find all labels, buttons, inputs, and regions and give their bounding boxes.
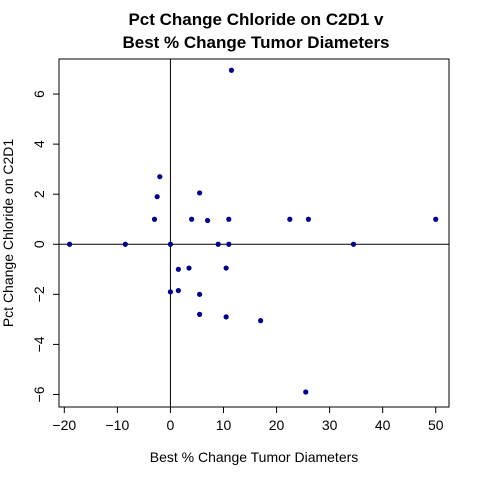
data-point — [287, 216, 293, 222]
data-point — [223, 314, 229, 320]
y-tick-label: 2 — [31, 190, 47, 198]
data-point — [186, 265, 192, 271]
x-tick-label: 10 — [216, 417, 232, 433]
data-point — [154, 194, 160, 200]
data-point — [226, 241, 232, 247]
data-point — [226, 216, 232, 222]
data-point — [151, 216, 158, 222]
data-point — [204, 217, 211, 224]
y-tick-label: −4 — [31, 336, 47, 352]
data-point — [122, 241, 128, 247]
data-point — [258, 318, 264, 324]
data-point — [197, 291, 203, 297]
data-point — [157, 174, 163, 180]
y-tick-label: 4 — [31, 140, 47, 148]
data-point — [223, 265, 229, 271]
x-tick-label: 30 — [322, 417, 338, 433]
reference-lines — [59, 59, 449, 407]
x-axis-label: Best % Change Tumor Diameters — [150, 449, 359, 465]
data-point — [197, 190, 203, 196]
chart-title-line-2: Best % Change Tumor Diameters — [122, 33, 389, 52]
y-axis-label: Pct Change Chloride on C2D1 — [0, 139, 16, 328]
data-point — [350, 241, 357, 247]
y-tick-label: 0 — [31, 240, 47, 248]
data-point — [305, 216, 311, 222]
y-tick-label: −2 — [31, 286, 47, 302]
data-points — [67, 67, 439, 395]
data-point — [197, 311, 203, 317]
data-point — [189, 216, 195, 222]
chart-title-line-1: Pct Change Chloride on C2D1 v — [128, 10, 384, 29]
x-tick-label: −10 — [105, 417, 129, 433]
y-axis: −6 −4 −2 0 2 4 6 — [31, 90, 59, 402]
x-tick-label: 0 — [167, 417, 175, 433]
plot-frame — [58, 58, 450, 408]
data-point — [303, 389, 309, 395]
data-point — [175, 266, 181, 272]
data-point — [228, 67, 235, 73]
x-tick-label: 50 — [428, 417, 444, 433]
x-axis: −20 −10 0 10 20 30 40 50 — [52, 407, 444, 433]
data-point — [67, 241, 73, 247]
y-tick-label: 6 — [31, 90, 47, 98]
y-tick-label: −6 — [31, 386, 47, 402]
data-point — [167, 241, 174, 247]
data-point — [433, 216, 439, 222]
x-tick-label: −20 — [52, 417, 76, 433]
data-point — [175, 287, 181, 294]
x-tick-label: 20 — [269, 417, 285, 433]
x-tick-label: 40 — [375, 417, 391, 433]
data-point — [215, 241, 221, 247]
data-point — [167, 289, 174, 295]
